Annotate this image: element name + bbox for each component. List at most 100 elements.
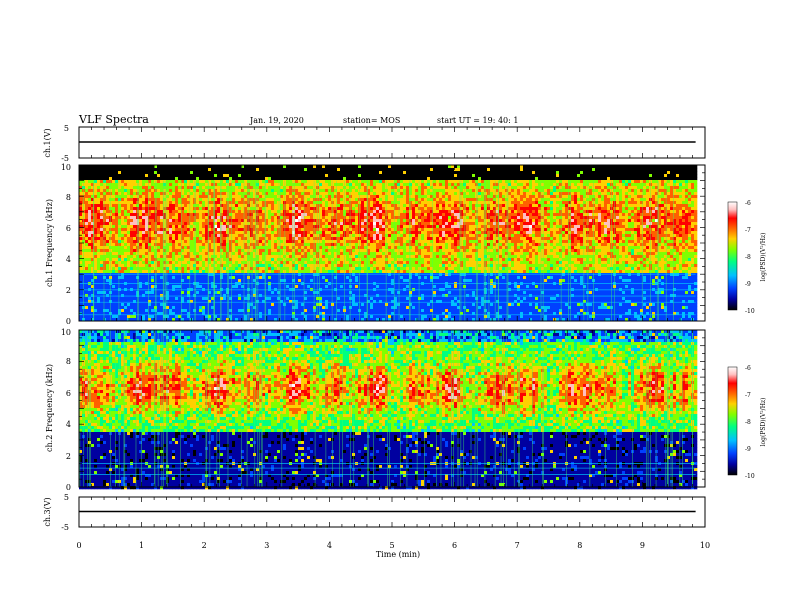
spectrogram-cell bbox=[295, 204, 299, 208]
spectrogram-cell bbox=[244, 168, 248, 172]
spectrogram-cell bbox=[220, 222, 224, 226]
spectrogram-cell bbox=[226, 174, 230, 178]
spectrogram-cell bbox=[115, 306, 119, 310]
spectrogram-cell bbox=[160, 273, 164, 277]
spectrogram-cell bbox=[295, 168, 299, 172]
spectrogram-cell bbox=[127, 267, 131, 271]
spectrogram-cell bbox=[148, 246, 152, 250]
spectrogram-cell bbox=[328, 240, 332, 244]
spectrogram-cell bbox=[163, 231, 167, 235]
spectrogram-cell bbox=[169, 312, 173, 316]
spectrogram-cell bbox=[163, 183, 167, 187]
spectrogram-cell bbox=[253, 171, 257, 175]
spectrogram-cell bbox=[229, 222, 233, 226]
spectrogram-cell bbox=[208, 225, 212, 229]
spectrogram-cell bbox=[163, 204, 167, 208]
spectrogram-cell bbox=[178, 240, 182, 244]
spectrogram-cell bbox=[103, 246, 107, 250]
spectrogram-cell bbox=[325, 252, 329, 256]
spectrogram-cell bbox=[121, 219, 125, 223]
spectrogram-cell bbox=[310, 309, 314, 313]
spectrogram-cell bbox=[307, 192, 311, 196]
spectrogram-cell bbox=[175, 258, 179, 262]
spectrogram-cell bbox=[355, 252, 359, 256]
spectrogram-cell bbox=[142, 174, 146, 178]
spectrogram-cell bbox=[298, 201, 302, 205]
spectrogram-cell bbox=[148, 231, 152, 235]
spectrogram-cell bbox=[304, 303, 308, 307]
spectrogram-cell bbox=[85, 222, 89, 226]
spectrogram-cell bbox=[331, 195, 335, 199]
spectrogram-cell bbox=[139, 312, 143, 316]
spectrogram-cell bbox=[163, 240, 167, 244]
spectrogram-cell bbox=[181, 234, 185, 238]
spectrogram-cell bbox=[148, 210, 152, 214]
spectrogram-cell bbox=[229, 177, 233, 181]
spectrogram-cell bbox=[85, 177, 89, 181]
spectrogram-cell bbox=[115, 279, 119, 283]
spectrogram-cell bbox=[85, 273, 89, 277]
spectrogram-cell bbox=[211, 231, 215, 235]
spectrogram-cell bbox=[100, 252, 104, 256]
spectrogram-cell bbox=[100, 246, 104, 250]
spectrogram-cell bbox=[250, 276, 254, 280]
spectrogram-cell bbox=[331, 186, 335, 190]
spectrogram-cell bbox=[217, 255, 221, 259]
spectrogram-cell bbox=[124, 243, 128, 247]
spectrogram-cell bbox=[298, 291, 302, 295]
spectrogram-cell bbox=[118, 198, 122, 202]
spectrogram-cell bbox=[286, 270, 290, 274]
spectrogram-cell bbox=[340, 276, 344, 280]
spectrogram-cell bbox=[229, 183, 233, 187]
spectrogram-cell bbox=[205, 213, 209, 217]
spectrogram-cell bbox=[130, 201, 134, 205]
spectrogram-cell bbox=[235, 315, 239, 319]
spectrogram-cell bbox=[118, 174, 122, 178]
spectrogram-cell bbox=[169, 237, 173, 241]
spectrogram-cell bbox=[340, 180, 344, 184]
spectrogram-cell bbox=[184, 219, 188, 223]
spectrogram-cell bbox=[157, 171, 161, 175]
spectrogram-cell bbox=[187, 267, 191, 271]
spectrogram-cell bbox=[121, 237, 125, 241]
spectrogram-cell bbox=[121, 258, 125, 262]
spectrogram-cell bbox=[223, 171, 227, 175]
spectrogram-cell bbox=[187, 309, 191, 313]
spectrogram-cell bbox=[292, 174, 296, 178]
spectrogram-cell bbox=[328, 309, 332, 313]
spectrogram-cell bbox=[85, 219, 89, 223]
spectrogram-cell bbox=[244, 297, 248, 301]
spectrogram-cell bbox=[199, 165, 203, 169]
spectrogram-cell bbox=[313, 189, 317, 193]
spectrogram-cell bbox=[337, 255, 341, 259]
spectrogram-cell bbox=[91, 222, 95, 226]
spectrogram-cell bbox=[322, 279, 326, 283]
spectrogram-cell bbox=[187, 174, 191, 178]
spectrogram-cell bbox=[271, 171, 275, 175]
spectrogram-cell bbox=[145, 240, 149, 244]
spectrogram-cell bbox=[91, 216, 95, 220]
spectrogram-cell bbox=[250, 291, 254, 295]
spectrogram-cell bbox=[142, 300, 146, 304]
spectrogram-cell bbox=[274, 279, 278, 283]
spectrogram-cell bbox=[235, 213, 239, 217]
spectrogram-cell bbox=[217, 165, 221, 169]
spectrogram-cell bbox=[268, 300, 272, 304]
spectrogram-cell bbox=[340, 264, 344, 268]
spectrogram-cell bbox=[328, 249, 332, 253]
spectrogram-cell bbox=[145, 195, 149, 199]
spectrogram-cell bbox=[298, 261, 302, 265]
spectrogram-cell bbox=[130, 171, 134, 175]
spectrogram-cell bbox=[304, 204, 308, 208]
spectrogram-cell bbox=[298, 189, 302, 193]
spectrogram-cell bbox=[316, 219, 320, 223]
spectrogram-cell bbox=[208, 240, 212, 244]
spectrogram-cell bbox=[247, 168, 251, 172]
spectrogram-cell bbox=[157, 213, 161, 217]
spectrogram-cell bbox=[232, 222, 236, 226]
spectrogram-cell bbox=[172, 174, 176, 178]
spectrogram-cell bbox=[88, 186, 92, 190]
spectrogram-cell bbox=[103, 240, 107, 244]
spectrogram-cell bbox=[340, 315, 344, 319]
spectrogram-cell bbox=[142, 273, 146, 277]
